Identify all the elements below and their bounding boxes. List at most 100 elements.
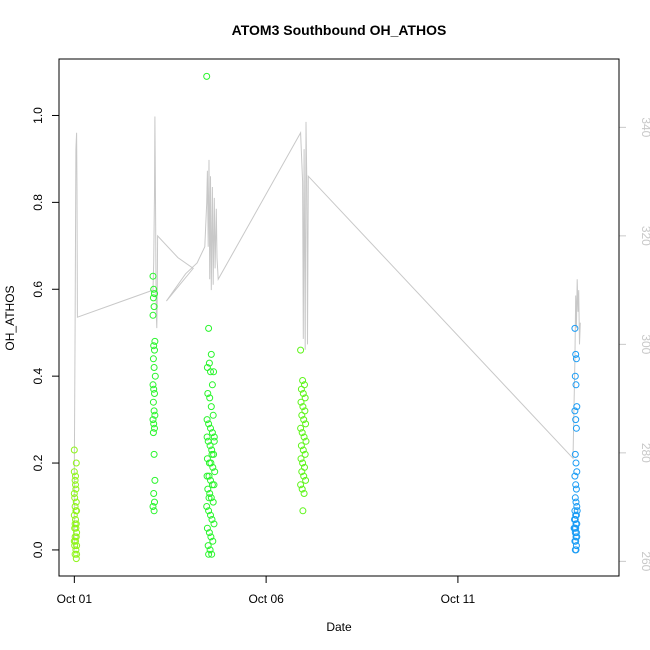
data-point (205, 494, 213, 502)
data-point (210, 437, 218, 445)
data-point (150, 385, 158, 393)
data-point (70, 468, 78, 476)
data-point (72, 524, 80, 532)
data-point (71, 494, 79, 502)
data-point (572, 459, 580, 467)
y2-tick-label: 280 (639, 443, 650, 463)
data-point (572, 350, 580, 358)
data-point (206, 442, 214, 450)
secondary-series-line (73, 116, 581, 551)
data-point (151, 290, 158, 298)
data-point (301, 450, 309, 458)
data-point (299, 390, 307, 397)
data-point (73, 542, 81, 550)
data-point (70, 490, 78, 497)
data-point (149, 381, 157, 389)
data-point (151, 476, 159, 484)
data-point (149, 355, 157, 363)
data-point (150, 342, 158, 350)
data-point (571, 507, 579, 515)
data-point (150, 420, 158, 428)
data-point (299, 507, 307, 515)
data-point (208, 550, 216, 558)
data-point (300, 416, 308, 424)
y-tick-label: 1.0 (31, 107, 45, 124)
points-layer (70, 72, 581, 563)
data-point (72, 459, 80, 467)
data-point (149, 294, 157, 302)
y-tick-label: 0.2 (31, 454, 45, 471)
y-tick-label: 0.0 (31, 541, 45, 558)
data-point (150, 407, 158, 415)
data-point (150, 450, 158, 458)
chart-title: ATOM3 Southbound OH_ATHOS (232, 22, 447, 38)
data-point (72, 555, 80, 563)
data-point (205, 472, 213, 480)
data-point (206, 490, 214, 497)
data-point (572, 498, 580, 506)
data-point (208, 516, 216, 523)
data-point (297, 424, 305, 432)
data-point (209, 498, 217, 506)
data-point (72, 516, 79, 523)
data-point (205, 324, 213, 332)
axes-layer: 0.0 0.2 0.4 0.6 0.8 1.0 Oct 01 Oct 06 Oct 11 260 2… (31, 107, 650, 606)
data-point (572, 424, 580, 432)
data-point (571, 529, 579, 537)
data-point (204, 485, 212, 493)
data-point (149, 416, 157, 424)
data-point (151, 337, 159, 345)
data-point (211, 468, 219, 476)
data-point (572, 546, 580, 554)
data-point (203, 524, 211, 532)
data-point (571, 407, 579, 415)
data-point (71, 520, 79, 528)
data-point (73, 550, 81, 558)
data-point (572, 381, 580, 389)
data-point (209, 463, 217, 471)
y-tick-label: 0.4 (31, 367, 45, 384)
data-point (150, 364, 158, 371)
data-point (150, 490, 158, 497)
data-point (72, 481, 79, 489)
data-point (151, 424, 158, 432)
data-point (210, 520, 218, 528)
data-point (71, 542, 79, 550)
y-axis-label: OH_ATHOS (3, 285, 17, 350)
data-point (72, 546, 80, 554)
data-point (149, 503, 157, 510)
data-point (302, 437, 310, 445)
data-point (210, 433, 218, 441)
data-point (204, 390, 212, 397)
data-point (151, 390, 158, 397)
data-point (299, 377, 307, 384)
data-point (208, 429, 216, 437)
data-point (207, 494, 215, 502)
data-point (573, 533, 581, 541)
data-point (72, 472, 79, 480)
data-point (203, 455, 211, 463)
data-point (297, 455, 305, 463)
data-point (205, 529, 213, 537)
data-point (205, 550, 213, 558)
data-point (209, 411, 217, 419)
y2-tick-label: 340 (639, 117, 650, 137)
data-point (297, 442, 305, 450)
data-point (207, 424, 214, 432)
data-point (207, 476, 214, 484)
data-point (209, 537, 217, 545)
data-point (297, 398, 305, 406)
x-axis-label: Date (326, 620, 352, 634)
data-point (572, 481, 580, 489)
data-point (572, 542, 580, 550)
data-point (210, 481, 218, 489)
data-point (210, 368, 218, 376)
data-point (206, 394, 214, 402)
data-point (571, 494, 579, 502)
data-point (300, 433, 308, 441)
data-point (71, 476, 79, 484)
data-point (298, 429, 306, 437)
data-point (571, 324, 579, 332)
data-point (207, 403, 215, 411)
data-point (207, 511, 214, 519)
